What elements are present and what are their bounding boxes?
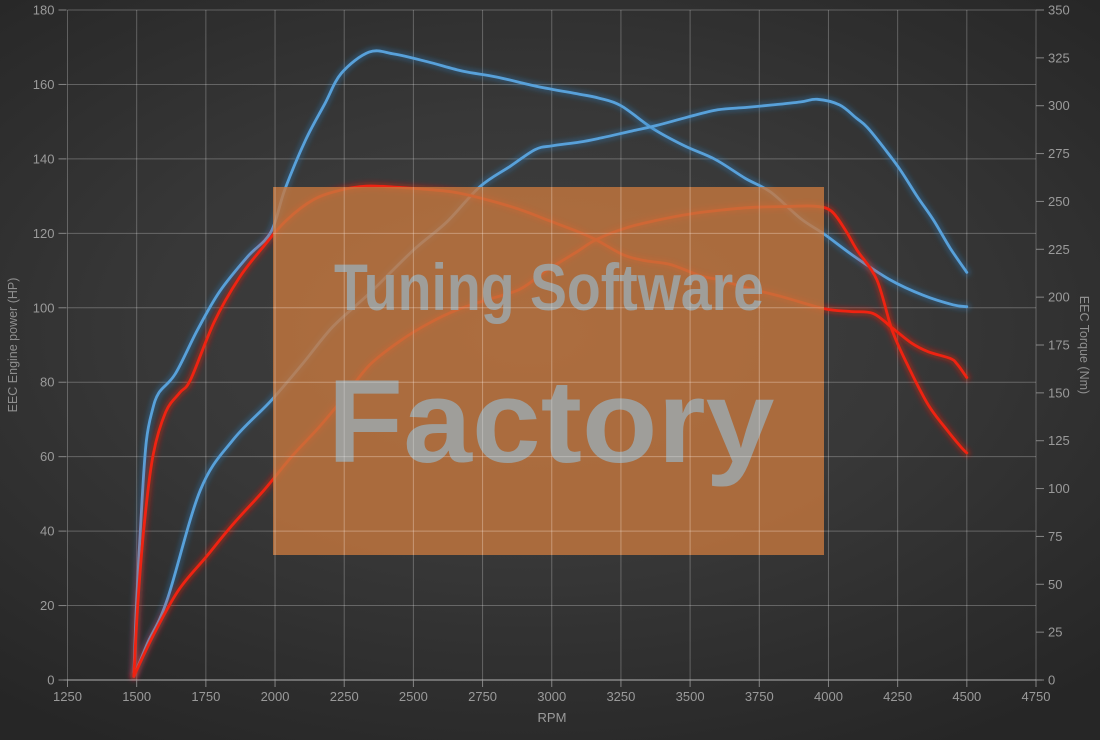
x-tick-label: 3500 [676, 689, 705, 704]
right-tick-label: 150 [1048, 385, 1070, 400]
right-tick-label: 200 [1048, 290, 1070, 305]
left-axis-title: EEC Engine power (HP) [6, 278, 20, 413]
left-tick-label: 60 [40, 449, 54, 464]
right-tick-label: 25 [1048, 625, 1062, 640]
x-tick-label: 1250 [53, 689, 82, 704]
right-tick-label: 100 [1048, 481, 1070, 496]
x-tick-label: 3250 [606, 689, 635, 704]
right-axis-title: EEC Torque (Nm) [1077, 296, 1091, 394]
left-tick-label: 0 [47, 673, 54, 688]
x-tick-label: 1500 [122, 689, 151, 704]
watermark-line1: Tuning Software [334, 250, 764, 324]
x-tick-label: 2750 [468, 689, 497, 704]
x-tick-label: 3000 [537, 689, 566, 704]
grid-over-watermark [273, 187, 824, 555]
right-tick-label: 275 [1048, 146, 1070, 161]
x-tick-label: 2250 [330, 689, 359, 704]
x-tick-label: 4500 [952, 689, 981, 704]
left-tick-label: 40 [40, 524, 54, 539]
x-tick-label: 4000 [814, 689, 843, 704]
x-tick-label: 2500 [399, 689, 428, 704]
right-tick-label: 175 [1048, 338, 1070, 353]
watermark-background [273, 187, 824, 555]
left-tick-label: 100 [33, 300, 55, 315]
left-tick-label: 80 [40, 375, 54, 390]
right-tick-label: 75 [1048, 529, 1062, 544]
right-tick-label: 50 [1048, 577, 1062, 592]
right-tick-label: 250 [1048, 194, 1070, 209]
x-tick-label: 4750 [1022, 689, 1051, 704]
left-tick-label: 20 [40, 598, 54, 613]
left-tick-label: 160 [33, 77, 55, 92]
x-tick-label: 4250 [883, 689, 912, 704]
watermark: Tuning Software Factory [273, 187, 824, 555]
x-tick-label: 2000 [261, 689, 290, 704]
left-tick-label: 140 [33, 151, 55, 166]
axes: 1250 1500 1750 2000 2250 2500 2750 3000 3250 3500… [33, 3, 1070, 705]
x-tick-label: 3750 [745, 689, 774, 704]
x-axis-title: RPM [538, 710, 567, 725]
x-tick-label: 1750 [191, 689, 220, 704]
right-tick-label: 350 [1048, 3, 1070, 18]
left-tick-label: 180 [33, 3, 55, 18]
left-tick-label: 120 [33, 226, 55, 241]
right-tick-label: 0 [1048, 673, 1055, 688]
right-tick-label: 325 [1048, 50, 1070, 65]
right-tick-label: 300 [1048, 98, 1070, 113]
right-tick-label: 125 [1048, 433, 1070, 448]
watermark-line2: Factory [328, 356, 775, 488]
right-tick-label: 225 [1048, 242, 1070, 257]
